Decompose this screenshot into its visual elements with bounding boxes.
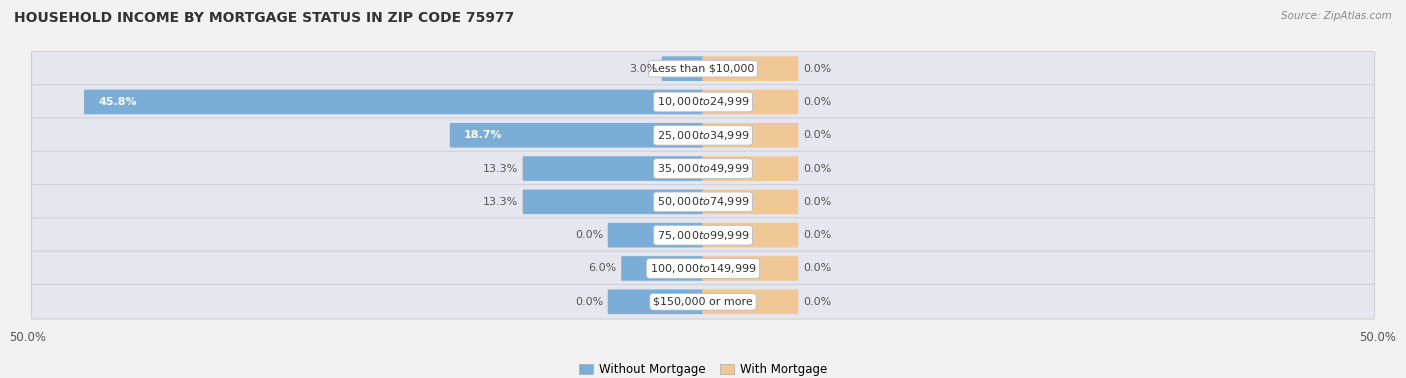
Text: 0.0%: 0.0%	[803, 263, 831, 273]
Text: 0.0%: 0.0%	[803, 97, 831, 107]
FancyBboxPatch shape	[702, 90, 799, 114]
FancyBboxPatch shape	[31, 151, 1375, 186]
Text: $50,000 to $74,999: $50,000 to $74,999	[657, 195, 749, 208]
FancyBboxPatch shape	[702, 56, 799, 81]
Text: 0.0%: 0.0%	[803, 64, 831, 74]
FancyBboxPatch shape	[702, 156, 799, 181]
Text: 0.0%: 0.0%	[803, 230, 831, 240]
Text: 3.0%: 3.0%	[628, 64, 657, 74]
Text: 0.0%: 0.0%	[803, 164, 831, 174]
Text: Source: ZipAtlas.com: Source: ZipAtlas.com	[1281, 11, 1392, 21]
Text: $100,000 to $149,999: $100,000 to $149,999	[650, 262, 756, 275]
Text: $75,000 to $99,999: $75,000 to $99,999	[657, 229, 749, 242]
FancyBboxPatch shape	[621, 256, 704, 281]
FancyBboxPatch shape	[702, 256, 799, 281]
Text: 13.3%: 13.3%	[482, 164, 517, 174]
FancyBboxPatch shape	[523, 156, 704, 181]
FancyBboxPatch shape	[450, 123, 704, 147]
FancyBboxPatch shape	[31, 184, 1375, 219]
FancyBboxPatch shape	[84, 90, 704, 114]
Text: $35,000 to $49,999: $35,000 to $49,999	[657, 162, 749, 175]
Text: 0.0%: 0.0%	[803, 130, 831, 140]
FancyBboxPatch shape	[607, 290, 704, 314]
Text: 18.7%: 18.7%	[464, 130, 503, 140]
FancyBboxPatch shape	[31, 85, 1375, 119]
FancyBboxPatch shape	[702, 223, 799, 248]
Text: 0.0%: 0.0%	[575, 297, 603, 307]
Text: $150,000 or more: $150,000 or more	[654, 297, 752, 307]
FancyBboxPatch shape	[31, 285, 1375, 319]
FancyBboxPatch shape	[702, 123, 799, 147]
FancyBboxPatch shape	[607, 223, 704, 248]
FancyBboxPatch shape	[523, 189, 704, 214]
Text: 6.0%: 6.0%	[588, 263, 617, 273]
Text: 0.0%: 0.0%	[575, 230, 603, 240]
FancyBboxPatch shape	[702, 189, 799, 214]
FancyBboxPatch shape	[31, 251, 1375, 286]
Text: $25,000 to $34,999: $25,000 to $34,999	[657, 129, 749, 142]
FancyBboxPatch shape	[31, 218, 1375, 253]
Text: 0.0%: 0.0%	[803, 297, 831, 307]
FancyBboxPatch shape	[31, 118, 1375, 153]
FancyBboxPatch shape	[31, 51, 1375, 86]
Text: 45.8%: 45.8%	[98, 97, 136, 107]
Text: HOUSEHOLD INCOME BY MORTGAGE STATUS IN ZIP CODE 75977: HOUSEHOLD INCOME BY MORTGAGE STATUS IN Z…	[14, 11, 515, 25]
Text: Less than $10,000: Less than $10,000	[652, 64, 754, 74]
FancyBboxPatch shape	[662, 56, 704, 81]
Text: $10,000 to $24,999: $10,000 to $24,999	[657, 96, 749, 108]
FancyBboxPatch shape	[702, 290, 799, 314]
Legend: Without Mortgage, With Mortgage: Without Mortgage, With Mortgage	[574, 358, 832, 378]
Text: 13.3%: 13.3%	[482, 197, 517, 207]
Text: 0.0%: 0.0%	[803, 197, 831, 207]
